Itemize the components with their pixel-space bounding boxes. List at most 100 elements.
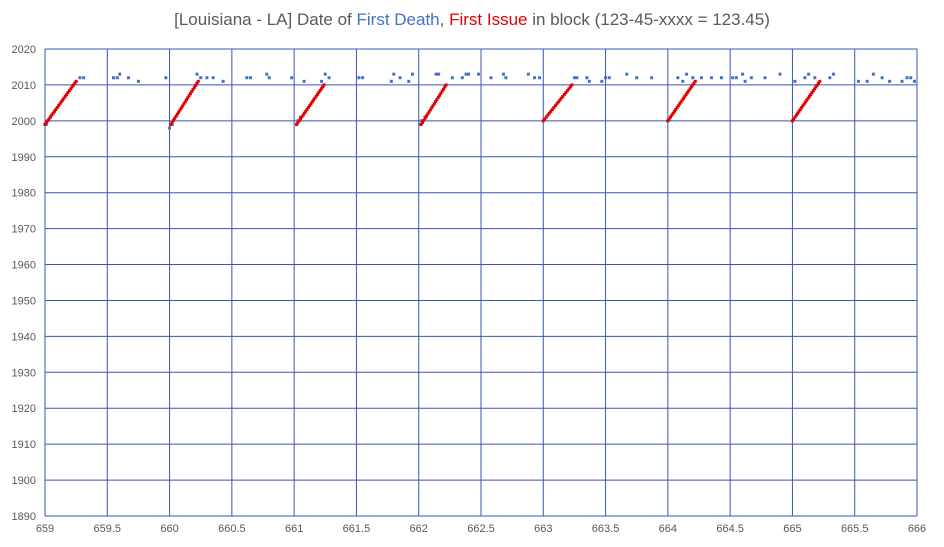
first-death-point [913, 79, 917, 83]
first-death-point [361, 76, 365, 80]
title-part-3: , [439, 10, 450, 29]
first-death-point [78, 76, 82, 80]
y-tick-label: 1990 [12, 152, 36, 164]
first-issue-point [322, 83, 326, 87]
first-death-point [572, 76, 576, 80]
first-issue-point [304, 109, 308, 113]
first-death-point [211, 76, 215, 80]
first-issue-point [810, 91, 814, 95]
first-death-point [807, 72, 811, 76]
first-issue-point [69, 87, 73, 91]
first-issue-point [188, 92, 192, 96]
first-death-point [865, 79, 869, 83]
x-tick-label: 659.5 [94, 523, 122, 535]
first-issue-point [798, 108, 802, 112]
first-issue-point [190, 90, 194, 94]
first-issue-point [672, 109, 676, 113]
first-death-point [763, 76, 767, 80]
first-death-point [112, 76, 116, 80]
first-issue-point [796, 111, 800, 115]
first-death-point [741, 72, 745, 76]
first-death-point [265, 72, 269, 76]
first-issue-point [187, 94, 191, 98]
first-issue-point [178, 108, 182, 112]
first-death-point [450, 76, 454, 80]
first-issue-point [70, 85, 74, 89]
first-issue-point [52, 109, 56, 113]
first-death-point [803, 76, 807, 80]
first-issue-point [57, 104, 61, 108]
first-issue-point [426, 112, 430, 116]
first-issue-point [793, 115, 797, 119]
x-tick-label: 664 [659, 523, 677, 535]
first-death-point [607, 76, 611, 80]
y-tick-label: 2020 [12, 44, 36, 56]
first-death-point [813, 76, 817, 80]
first-issue-point [549, 109, 553, 113]
first-death-point [195, 72, 199, 76]
first-issue-point [547, 111, 551, 115]
first-death-point [778, 72, 782, 76]
first-death-point [871, 72, 875, 76]
first-issue-point [676, 104, 680, 108]
first-issue-point [182, 102, 186, 106]
first-death-point [245, 76, 249, 80]
x-tick-label: 663.5 [592, 523, 620, 535]
first-issue-point [194, 83, 198, 87]
first-issue-point [440, 89, 444, 93]
first-issue-point [434, 100, 438, 104]
first-issue-point [51, 111, 55, 115]
first-issue-point [308, 104, 312, 108]
first-issue-point [688, 87, 692, 91]
first-death-point [460, 76, 464, 80]
first-issue-point [313, 96, 317, 100]
first-issue-point [54, 107, 58, 111]
x-tick-label: 662 [410, 523, 428, 535]
x-tick-label: 662.5 [467, 523, 495, 535]
first-issue-point [43, 122, 47, 126]
first-issue-point [794, 113, 798, 117]
first-issue-point [674, 108, 678, 112]
first-issue-point [169, 122, 173, 126]
first-issue-point [301, 113, 305, 117]
first-issue-point [428, 108, 432, 112]
first-issue-point [567, 87, 571, 91]
first-issue-point [678, 102, 682, 106]
first-death-point [467, 72, 471, 76]
first-death-point [118, 72, 122, 76]
first-issue-point [171, 118, 175, 122]
y-tick-label: 1980 [12, 188, 36, 200]
first-issue-point [552, 106, 556, 110]
first-issue-point [59, 100, 63, 104]
first-death-point [600, 79, 604, 83]
first-death-point [685, 72, 689, 76]
first-death-point [464, 72, 468, 76]
y-tick-label: 1950 [12, 295, 36, 307]
first-issue-point [44, 121, 48, 125]
first-issue-point [691, 83, 695, 87]
first-death-point [267, 76, 271, 80]
first-death-point [489, 76, 493, 80]
first-death-point [538, 76, 542, 80]
first-issue-point [306, 106, 310, 110]
x-tick-label: 661 [285, 523, 303, 535]
first-issue-point [192, 85, 196, 89]
first-death-point [888, 79, 892, 83]
first-death-point [699, 76, 703, 80]
first-issue-point [299, 117, 303, 121]
title-first-issue: First Issue [449, 10, 528, 29]
first-death-point [115, 76, 119, 80]
first-death-point [504, 76, 508, 80]
first-issue-point [689, 85, 693, 89]
first-death-point [681, 79, 685, 83]
first-death-point [398, 76, 402, 80]
first-issue-point [666, 119, 670, 123]
first-issue-point [685, 91, 689, 95]
y-tick-label: 1910 [12, 439, 36, 451]
first-death-point [221, 79, 225, 83]
first-issue-point [302, 111, 306, 115]
first-death-point [533, 76, 537, 80]
first-death-point [136, 79, 140, 83]
first-death-point [650, 76, 654, 80]
